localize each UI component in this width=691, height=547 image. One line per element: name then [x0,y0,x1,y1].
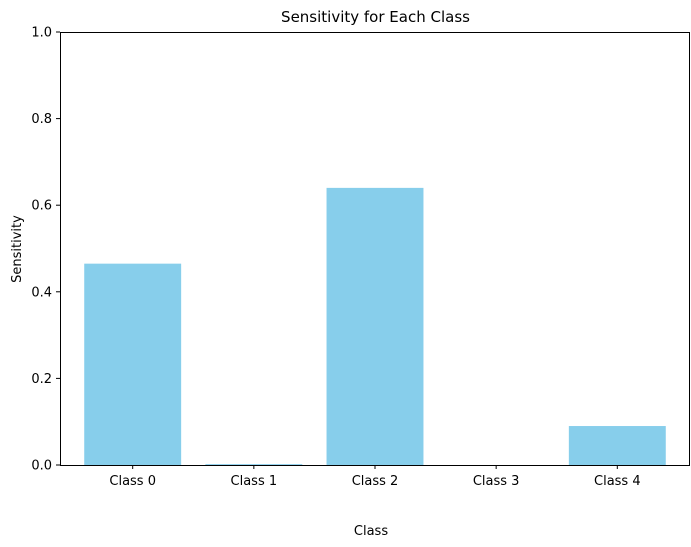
y-tick-label: 0.6 [31,199,52,214]
x-tick-label: Class 2 [352,474,399,489]
bar-class-0 [84,263,182,465]
x-axis-ticks: Class 0 Class 1 Class 2 Class 3 Class 4 [109,465,641,489]
bars-layer [84,187,666,465]
y-tick-label: 0.8 [31,112,52,127]
y-axis-ticks: 0.0 0.2 0.4 0.6 0.8 1.0 [31,26,60,474]
y-tick-label: 0.0 [31,459,52,474]
x-axis-title: Class [354,524,388,539]
x-tick-label: Class 1 [231,474,278,489]
y-tick-label: 1.0 [31,26,52,41]
chart-title: Sensitivity for Each Class [281,8,470,26]
x-tick-label: Class 0 [109,474,156,489]
y-tick-label: 0.4 [31,285,52,300]
y-axis-title: Sensitivity [10,215,25,283]
bar-class-2 [326,187,424,465]
bar-class-4 [568,426,666,465]
x-tick-label: Class 4 [594,474,641,489]
y-tick-label: 0.2 [31,372,52,387]
x-tick-label: Class 3 [473,474,520,489]
bar-class-1 [205,464,303,465]
